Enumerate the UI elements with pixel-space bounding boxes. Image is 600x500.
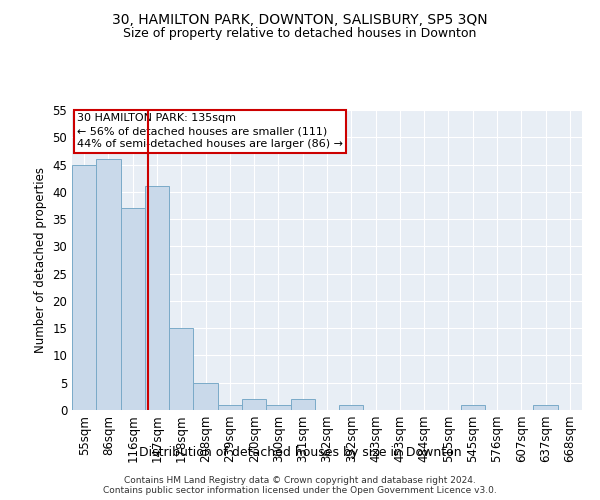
Y-axis label: Number of detached properties: Number of detached properties [34,167,47,353]
Bar [145,186,169,410]
Bar [290,399,315,410]
Bar [96,159,121,410]
Text: Distribution of detached houses by size in Downton: Distribution of detached houses by size … [139,446,461,459]
Text: Size of property relative to detached houses in Downton: Size of property relative to detached ho… [124,28,476,40]
Bar [72,164,96,410]
Bar [242,399,266,410]
Bar [339,404,364,410]
Bar [193,382,218,410]
Bar [533,404,558,410]
Bar [121,208,145,410]
Bar [169,328,193,410]
Text: Contains HM Land Registry data © Crown copyright and database right 2024.
Contai: Contains HM Land Registry data © Crown c… [103,476,497,495]
Bar [266,404,290,410]
Bar [218,404,242,410]
Text: 30 HAMILTON PARK: 135sqm
← 56% of detached houses are smaller (111)
44% of semi-: 30 HAMILTON PARK: 135sqm ← 56% of detach… [77,113,343,150]
Bar [461,404,485,410]
Text: 30, HAMILTON PARK, DOWNTON, SALISBURY, SP5 3QN: 30, HAMILTON PARK, DOWNTON, SALISBURY, S… [112,12,488,26]
